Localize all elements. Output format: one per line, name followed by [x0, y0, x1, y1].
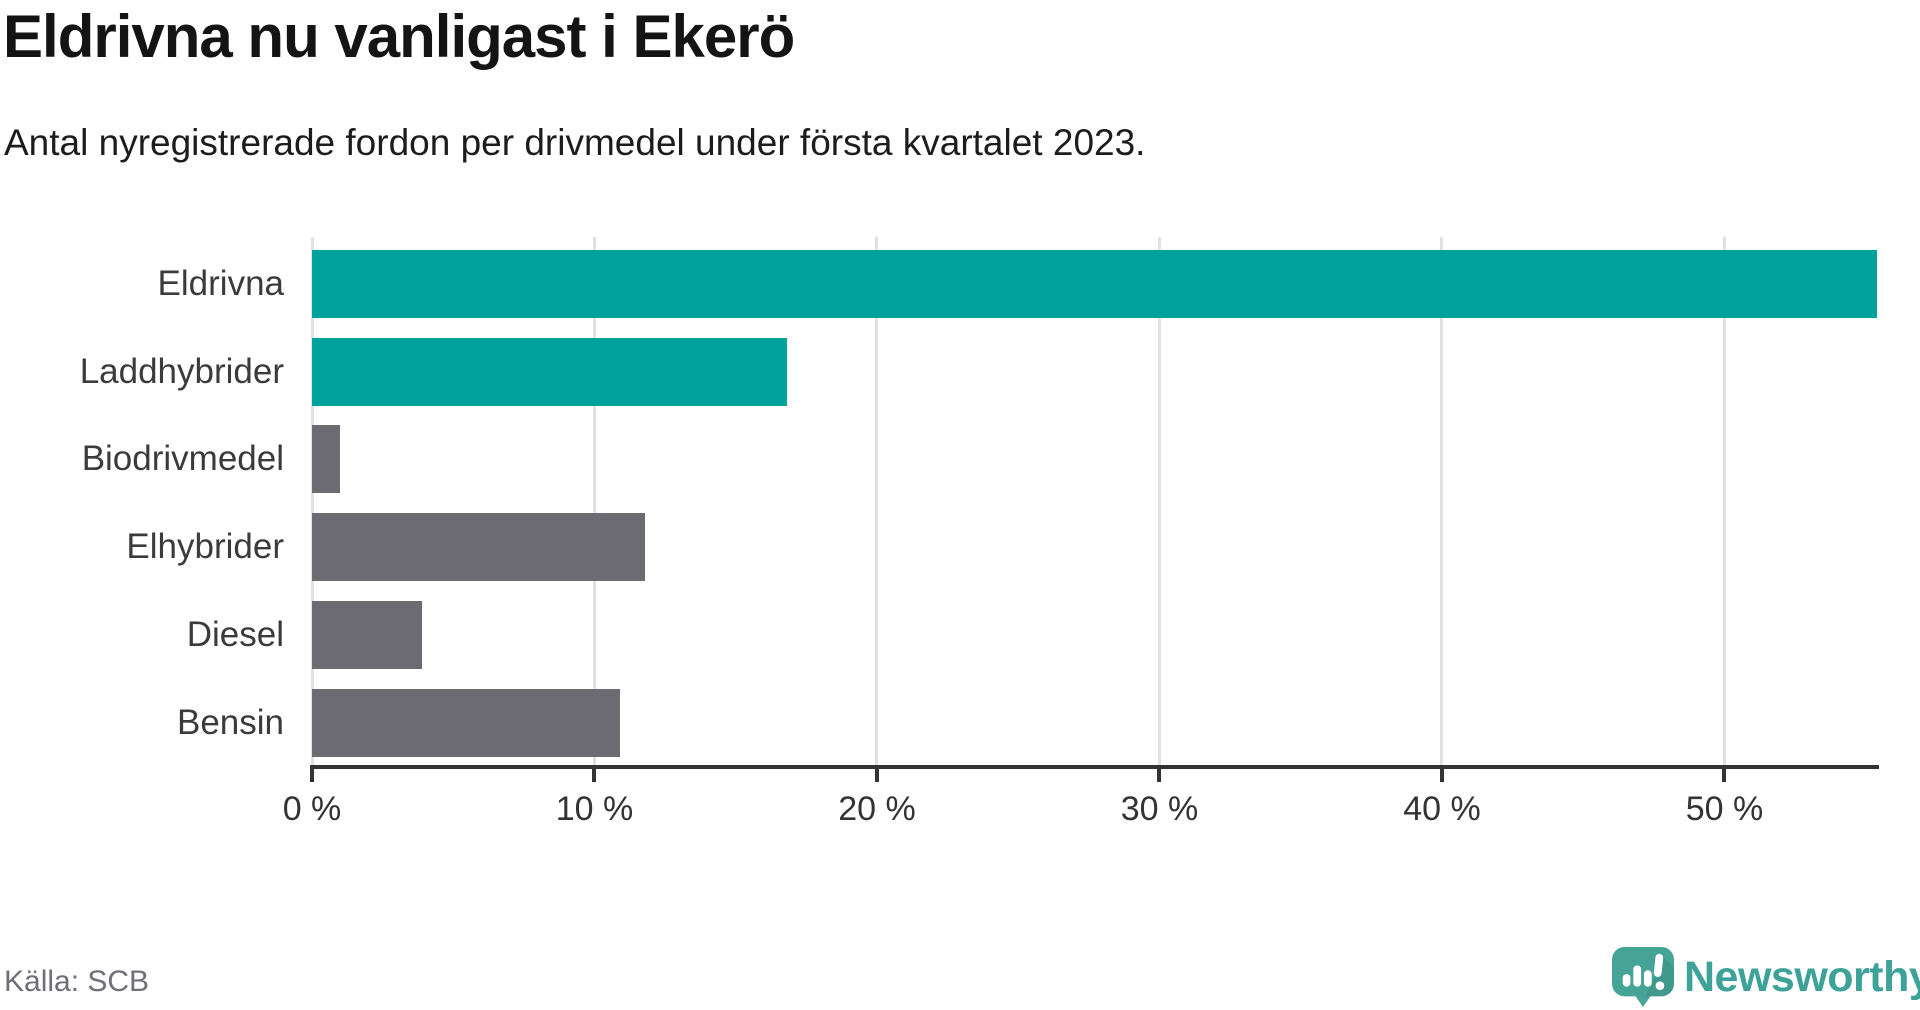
tick-mark-0	[310, 769, 314, 782]
bar-biodrivmedel	[312, 425, 341, 494]
brand-lockup: Newsworthy	[1610, 946, 1920, 1008]
newsworthy-logo-icon	[1612, 946, 1674, 1008]
row-label-elhybrider: Elhybrider	[126, 527, 284, 567]
tick-label-40: 40 %	[1403, 790, 1481, 828]
gridline-0	[310, 237, 314, 767]
tick-label-10: 10 %	[555, 790, 634, 828]
gridline-40	[1440, 237, 1444, 767]
tick-label-20: 20 %	[838, 790, 916, 828]
tick-mark-20	[874, 769, 879, 782]
gridline-10	[592, 237, 596, 767]
row-label-laddhybrider: Laddhybrider	[79, 351, 284, 391]
bar-laddhybrider	[312, 337, 787, 406]
row-label-biodrivmedel: Biodrivmedel	[81, 439, 284, 479]
tick-mark-10	[592, 769, 597, 782]
gridline-20	[875, 237, 879, 767]
bar-bensin	[312, 688, 620, 757]
bar-elhybrider	[312, 513, 646, 582]
row-label-bensin: Bensin	[176, 702, 284, 742]
row-label-eldrivna: Eldrivna	[157, 264, 284, 303]
row-label-diesel: Diesel	[186, 614, 284, 654]
tick-label-50: 50 %	[1685, 790, 1764, 828]
gridline-50	[1722, 237, 1726, 767]
axis-line	[310, 765, 1879, 769]
brand-wordmark: Newsworthy	[1684, 953, 1920, 1001]
tick-mark-50	[1722, 769, 1727, 782]
plot-area	[310, 237, 1877, 767]
tick-mark-40	[1439, 769, 1444, 782]
chart-subtitle: Antal nyregistrerade fordon per drivmede…	[4, 122, 1146, 163]
chart-title: Eldrivna nu vanligast i Ekerö	[3, 3, 795, 70]
tick-label-0: 0 %	[282, 790, 342, 828]
bar-diesel	[312, 600, 423, 669]
tick-label-30: 30 %	[1120, 790, 1199, 828]
category-axis-labels: Eldrivna Laddhybrider Biodrivmedel Elhybrid…	[0, 237, 284, 767]
tick-mark-30	[1157, 769, 1162, 782]
value-axis: 0 % 10 % 20 % 30 % 40 % 50 %	[283, 765, 1879, 855]
gridline-30	[1157, 237, 1161, 767]
source-note: Källa: SCB	[4, 965, 150, 998]
bar-eldrivna	[312, 250, 1877, 318]
